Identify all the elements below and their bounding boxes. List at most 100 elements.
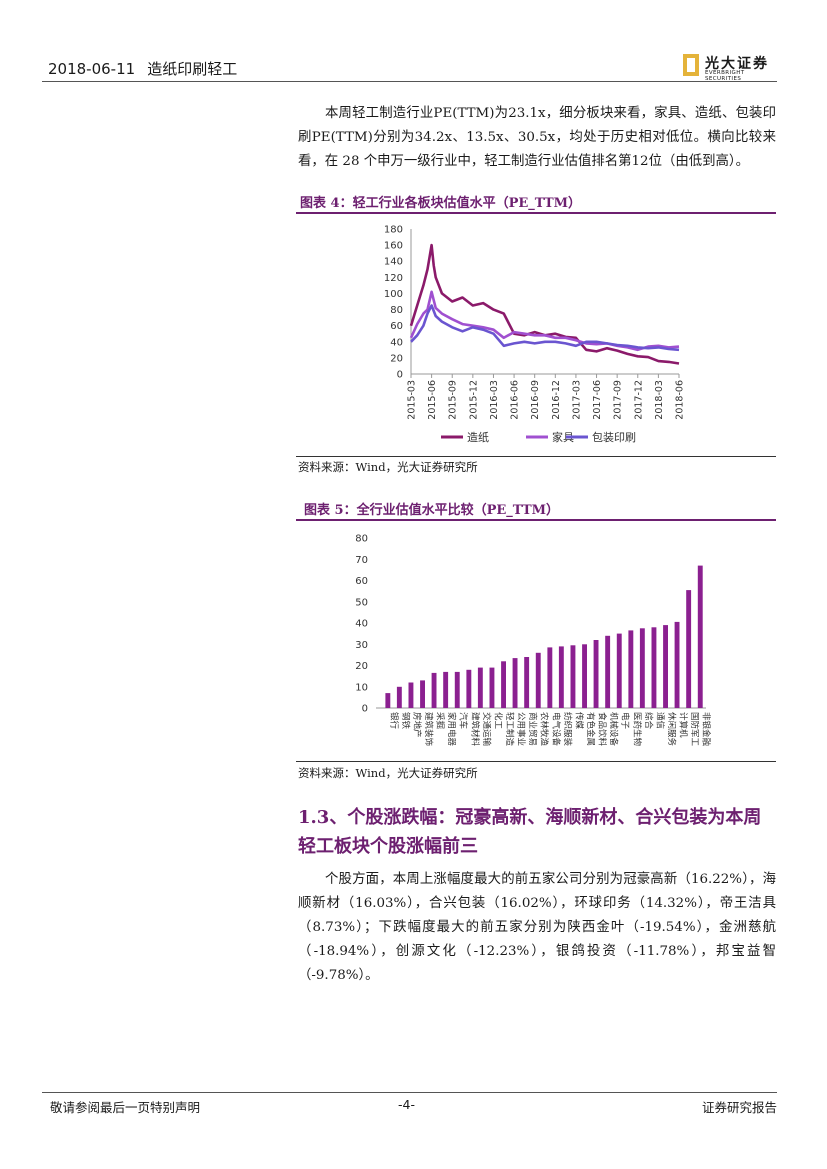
x-tick-label: 2016-12: [551, 380, 562, 420]
bar-汽车: [454, 671, 460, 708]
bar-非银金融: [697, 565, 703, 708]
bar-机械设备: [605, 635, 611, 709]
y-tick-label: 40: [355, 619, 368, 630]
report-section: 造纸印刷轻工: [147, 60, 238, 78]
bar-label: 交通运输: [481, 712, 492, 747]
header-meta: 2018-06-11 造纸印刷轻工: [48, 58, 237, 79]
bar-label: 非银金融: [701, 712, 712, 747]
y-tick-label: 120: [384, 273, 403, 284]
bar-label: 商业贸易: [527, 712, 538, 746]
y-tick-label: 30: [355, 640, 368, 651]
pe-bar-chart: 0 10 20 30 40 50 60 70 80 银行 钢铁 房地产 建筑装饰 采掘 家用电器 汽车 建筑材…: [355, 534, 712, 747]
series-line-包装印刷: [410, 304, 680, 352]
header-divider: [42, 81, 777, 82]
fig4-title: 图表 4：轻工行业各板块估值水平（PE_TTM）: [300, 196, 582, 211]
bar-食品饮料: [593, 640, 599, 708]
bar-label: 汽车: [458, 712, 469, 729]
y-tick-label: 80: [390, 305, 403, 316]
bar-label: 建筑装饰: [423, 712, 434, 747]
y-tick-label: 40: [390, 337, 403, 348]
bar-商业贸易: [524, 657, 530, 708]
x-tick-label: 2017-06: [592, 380, 603, 420]
bar-医药生物: [628, 630, 634, 708]
footer-disclaimer: 敬请参阅最后一页特别声明: [50, 1100, 201, 1115]
bar-label: 化工: [492, 712, 503, 730]
bar-公用事业: [512, 658, 518, 708]
x-tick-label: 2017-12: [633, 380, 644, 420]
x-tick-label: 2015-09: [448, 380, 459, 420]
page-number: -4-: [398, 1097, 415, 1112]
legend-label: 包装印刷: [592, 431, 636, 444]
y-tick-label: 80: [355, 534, 368, 545]
x-tick-label: 2016-03: [489, 380, 500, 420]
bar-label: 医药生物: [631, 712, 642, 747]
bar-label: 通信: [654, 712, 665, 730]
x-tick-label: 2016-09: [530, 380, 541, 420]
bar-银行: [385, 693, 391, 708]
intro-paragraph: 本周轻工制造行业PE(TTM)为23.1x，细分板块来看，家具、造纸、包装印刷P…: [298, 106, 776, 169]
legend-label: 家具: [552, 430, 574, 444]
fig4-bottom-rule: [296, 456, 776, 457]
logo-en: EVERBRIGHT SECURITIES: [705, 70, 745, 82]
fig5-source: 资料来源：Wind，光大证券研究所: [298, 766, 478, 780]
y-tick-label: 20: [355, 661, 368, 672]
x-tick-label: 2015-06: [427, 380, 438, 420]
bar-综合: [639, 628, 645, 708]
bar-label: 农林牧渔: [539, 712, 550, 747]
bar-纺织服装: [558, 646, 564, 708]
logo-mark-icon: [683, 54, 699, 76]
fig4-source: 资料来源：Wind，光大证券研究所: [298, 460, 478, 474]
bar-通信: [651, 627, 657, 709]
bar-计算机: [674, 621, 680, 708]
footer-report-type: 证券研究报告: [702, 1100, 778, 1115]
y-tick-label: 60: [355, 576, 368, 587]
bar-房地产: [408, 682, 414, 708]
fig5-top-rule: [296, 519, 776, 521]
x-tick-label: 2018-06: [675, 380, 686, 420]
x-tick-label: 2017-09: [613, 380, 624, 420]
bar-化工: [489, 667, 495, 708]
section-title: 1.3、个股涨跌幅：冠豪高新、海顺新材、合兴包装为本周轻工板块个股涨幅前三: [298, 807, 762, 857]
bar-传媒: [570, 645, 576, 708]
brand-logo: 光大证券 EVERBRIGHT SECURITIES: [683, 54, 779, 82]
bar-label: 建筑材料: [469, 712, 480, 747]
series-line-家具: [409, 290, 680, 352]
bar-采掘: [431, 672, 437, 708]
y-tick-label: 70: [355, 555, 368, 566]
bar-轻工制造: [501, 661, 506, 709]
bar-label: 食品饮料: [597, 712, 608, 747]
bar-电气设备: [547, 647, 553, 708]
series-line-造纸: [409, 243, 680, 365]
bar-label: 休闲服务: [666, 712, 677, 747]
y-tick-label: 100: [384, 289, 403, 300]
bar-家用电器: [443, 671, 449, 708]
bar-label: 国防军工: [689, 712, 700, 747]
fig5-bottom-rule: [296, 761, 776, 762]
stock-paragraph: 个股方面，本周上涨幅度最大的前五家公司分别为冠豪高新（16.22%），海顺新材（…: [298, 872, 776, 983]
bar-label: 计算机: [678, 712, 689, 738]
x-tick-label: 2017-03: [571, 380, 582, 420]
y-tick-label: 50: [355, 597, 368, 608]
bar-电子: [616, 633, 622, 708]
bar-label: 家用电器: [446, 712, 457, 747]
bar-label: 有色金属: [585, 712, 596, 746]
y-tick-label: 20: [390, 353, 403, 364]
x-tick-label: 2016-06: [510, 380, 521, 420]
y-tick-label: 60: [390, 321, 403, 332]
y-tick-label: 160: [384, 241, 403, 252]
y-tick-label: 180: [384, 225, 403, 236]
bar-label: 综合: [643, 712, 654, 730]
bar-label: 机械设备: [608, 712, 619, 747]
bar-交通运输: [477, 667, 483, 708]
x-tick-label: 2015-12: [468, 380, 479, 420]
pe-line-chart: 0 20 40 60 80 100 120 140 160 180 2015-03 2015-06 20…: [384, 225, 686, 445]
legend-label: 造纸: [467, 430, 489, 444]
x-tick-label: 2015-03: [407, 380, 418, 420]
logo-cn: 光大证券: [705, 56, 769, 72]
bar-label: 纺织服装: [562, 712, 573, 747]
bar-label: 银行: [388, 712, 399, 730]
y-tick-label: 10: [355, 682, 368, 693]
bar-label: 钢铁: [400, 712, 411, 730]
bar-国防军工: [686, 590, 692, 708]
bar-label: 房地产: [411, 712, 422, 738]
